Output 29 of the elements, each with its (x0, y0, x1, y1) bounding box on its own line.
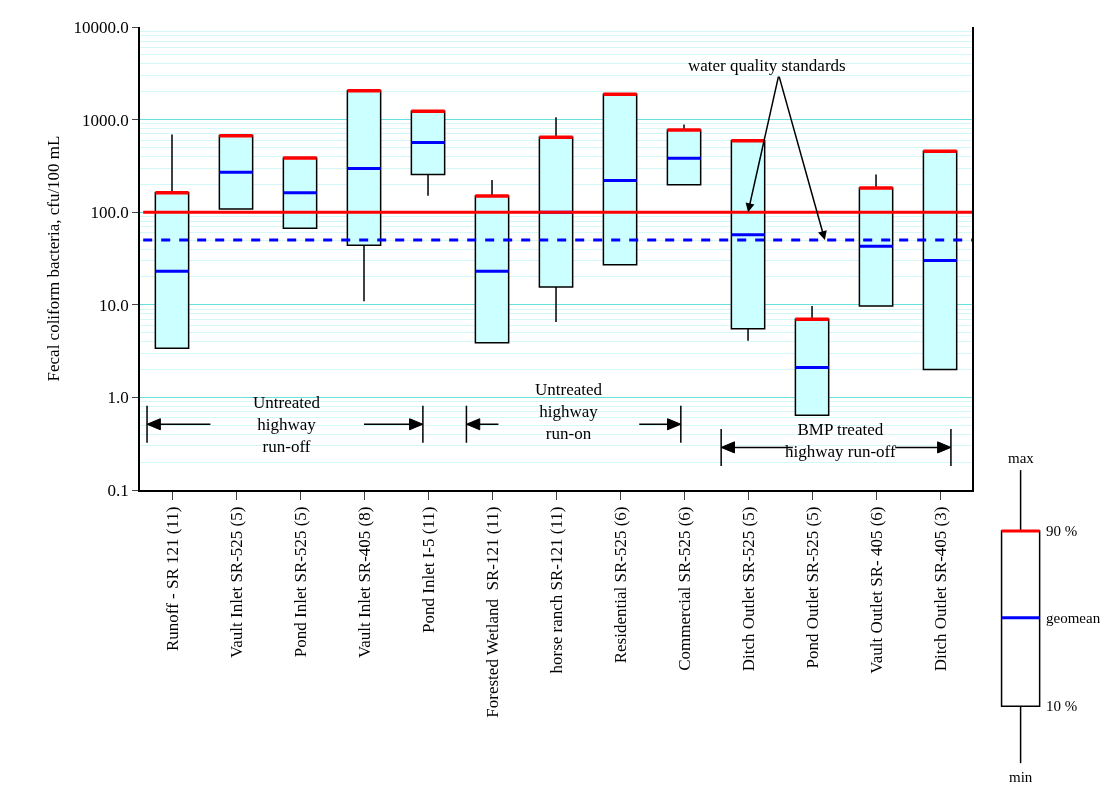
annotation: Untreated highway run-off (253, 393, 321, 457)
x-tick-label: Vault Inlet SR-525 (5) (226, 506, 246, 659)
y-tick-label: 1000.0 (82, 110, 129, 130)
x-tick-label: Pond Outlet SR-525 (5) (802, 506, 822, 669)
x-tick-label: Runoff - SR 121 (11) (162, 506, 182, 652)
y-tick-label: 0.1 (107, 480, 129, 500)
text: max (1008, 450, 1035, 466)
text: min (1009, 769, 1033, 785)
x-tick-label: Pond Inlet SR-525 (5) (290, 506, 310, 658)
x-tick-label: horse ranch SR-121 (11) (546, 506, 566, 674)
x-tick-label: Pond Inlet I-5 (11) (418, 506, 438, 633)
y-tick-label: 10000.0 (73, 17, 129, 37)
x-tick-label: Forested Wetland SR-121 (11) (482, 506, 502, 718)
y-tick-label: 100.0 (90, 203, 129, 223)
text: 90 % (1046, 523, 1078, 539)
y-tick-label: 1.0 (107, 388, 129, 408)
x-tick-label: Ditch Outlet SR-405 (3) (930, 506, 950, 672)
x-tick-label: Vault Inlet SR-405 (8) (354, 506, 374, 659)
y-axis-title: Fecal coliform bacteria, cfu/100 mL (43, 135, 63, 382)
x-tick-label: Commercial SR-525 (6) (674, 506, 694, 671)
y-tick-label: 10.0 (99, 295, 129, 315)
annotation: water quality standards (688, 56, 846, 75)
x-tick-label: Vault Outlet SR- 405 (6) (866, 506, 886, 674)
text: geomean (1046, 610, 1101, 626)
text: 10 % (1046, 698, 1078, 714)
annotation: BMP treated highway run-off (785, 420, 896, 462)
x-tick-label: Ditch Outlet SR-525 (5) (738, 506, 758, 672)
annotation: Untreated highway run-on (535, 380, 603, 444)
x-tick-label: Residential SR-525 (6) (610, 506, 630, 664)
